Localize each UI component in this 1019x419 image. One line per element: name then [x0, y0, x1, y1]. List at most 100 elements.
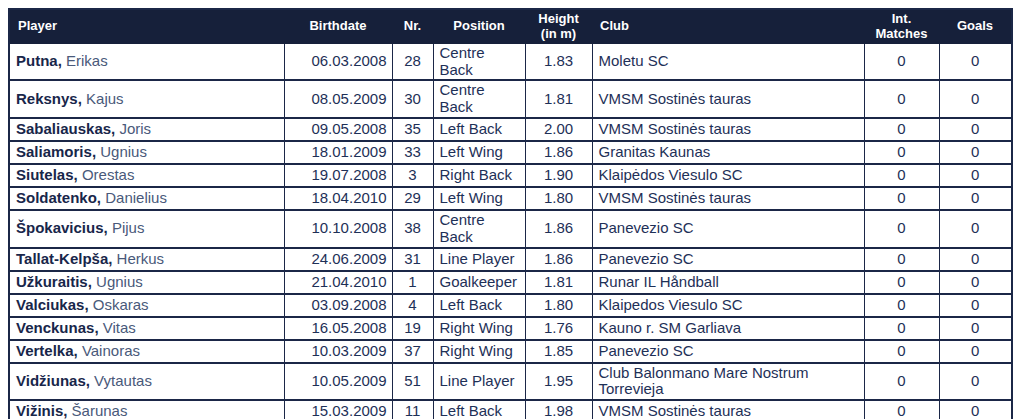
- player-surname: Soldatenko: [16, 189, 97, 206]
- height-cell: 1.81: [525, 271, 592, 294]
- height-cell: 1.95: [525, 363, 592, 401]
- birthdate-cell: 03.09.2008: [284, 294, 392, 317]
- table-row: Saliamoris, Ugnius 18.01.2009 33 Left Wi…: [9, 141, 1012, 164]
- club-cell: Panevezio SC: [592, 210, 864, 248]
- player-surname: Užkuraitis: [16, 273, 88, 290]
- birthdate-cell: 18.04.2010: [284, 187, 392, 210]
- position-cell: Right Wing: [433, 317, 525, 340]
- goals-cell: 0: [939, 271, 1012, 294]
- goals-cell: 0: [939, 164, 1012, 187]
- birthdate-cell: 15.03.2009: [284, 400, 392, 419]
- goals-cell: 0: [939, 340, 1012, 363]
- name-separator: ,: [74, 342, 82, 359]
- shirt-number-cell: 31: [392, 248, 433, 271]
- name-separator: ,: [78, 90, 86, 107]
- club-cell: Panevezio SC: [592, 340, 864, 363]
- table-row: Valciukas, Oskaras 03.09.2008 4 Left Bac…: [9, 294, 1012, 317]
- shirt-number-cell: 28: [392, 44, 433, 81]
- table-row: Špokavicius, Pijus 10.10.2008 38 Centre …: [9, 210, 1012, 248]
- height-cell: 1.90: [525, 164, 592, 187]
- shirt-number-cell: 3: [392, 164, 433, 187]
- birthdate-cell: 24.06.2009: [284, 248, 392, 271]
- player-firstname: Vitas: [103, 319, 136, 336]
- name-separator: ,: [92, 143, 100, 160]
- player-firstname: Vytautas: [94, 372, 152, 389]
- name-separator: ,: [88, 273, 96, 290]
- shirt-number-cell: 51: [392, 363, 433, 401]
- goals-cell: 0: [939, 44, 1012, 81]
- shirt-number-cell: 38: [392, 210, 433, 248]
- height-cell: 1.76: [525, 317, 592, 340]
- club-cell: VMSM Sostinės tauras: [592, 118, 864, 141]
- goals-cell: 0: [939, 210, 1012, 248]
- column-header-player: Player: [9, 9, 284, 44]
- column-header-club: Club: [592, 9, 864, 44]
- position-cell: Left Back: [433, 294, 525, 317]
- int-matches-cell: 0: [864, 164, 939, 187]
- name-separator: ,: [104, 219, 112, 236]
- position-cell: Goalkeeper: [433, 271, 525, 294]
- player-firstname: Vainoras: [82, 342, 140, 359]
- player-surname: Siutelas: [16, 166, 74, 183]
- shirt-number-cell: 1: [392, 271, 433, 294]
- player-name-cell: Vertelka, Vainoras: [9, 340, 284, 363]
- table-body: Putna, Erikas 06.03.2008 28 Centre Back …: [9, 44, 1012, 419]
- height-cell: 1.83: [525, 44, 592, 81]
- table-row: Venckunas, Vitas 16.05.2008 19 Right Win…: [9, 317, 1012, 340]
- int-matches-cell: 0: [864, 118, 939, 141]
- int-matches-cell: 0: [864, 317, 939, 340]
- player-name-cell: Valciukas, Oskaras: [9, 294, 284, 317]
- player-name-cell: Užkuraitis, Ugnius: [9, 271, 284, 294]
- player-firstname: Ugnius: [100, 143, 147, 160]
- player-surname: Vertelka: [16, 342, 74, 359]
- table-row: Reksnys, Kajus 08.05.2009 30 Centre Back…: [9, 80, 1012, 118]
- player-name-cell: Vižinis, Šarunas: [9, 400, 284, 419]
- height-cell: 1.86: [525, 141, 592, 164]
- player-firstname: Šarunas: [72, 402, 128, 419]
- shirt-number-cell: 33: [392, 141, 433, 164]
- club-cell: Klaipėdos Viesulo SC: [592, 164, 864, 187]
- player-surname: Putna: [16, 52, 58, 69]
- position-cell: Centre Back: [433, 80, 525, 118]
- birthdate-cell: 06.03.2008: [284, 44, 392, 81]
- int-matches-cell: 0: [864, 44, 939, 81]
- table-row: Siutelas, Orestas 19.07.2008 3 Right Bac…: [9, 164, 1012, 187]
- position-cell: Right Back: [433, 164, 525, 187]
- player-name-cell: Vidžiunas, Vytautas: [9, 363, 284, 401]
- player-name-cell: Soldatenko, Danielius: [9, 187, 284, 210]
- table-header: Player Birthdate Nr. Position Height (in…: [9, 9, 1012, 44]
- int-matches-cell: 0: [864, 294, 939, 317]
- int-matches-cell: 0: [864, 248, 939, 271]
- club-cell: Granitas Kaunas: [592, 141, 864, 164]
- player-name-cell: Sabaliauskas, Joris: [9, 118, 284, 141]
- int-matches-cell: 0: [864, 141, 939, 164]
- birthdate-cell: 10.05.2009: [284, 363, 392, 401]
- player-name-cell: Saliamoris, Ugnius: [9, 141, 284, 164]
- club-cell: Panevezio SC: [592, 248, 864, 271]
- column-header-nr: Nr.: [392, 9, 433, 44]
- club-cell: VMSM Sostinės tauras: [592, 80, 864, 118]
- player-name-cell: Reksnys, Kajus: [9, 80, 284, 118]
- goals-cell: 0: [939, 248, 1012, 271]
- page: Player Birthdate Nr. Position Height (in…: [0, 0, 1019, 419]
- shirt-number-cell: 35: [392, 118, 433, 141]
- goals-cell: 0: [939, 118, 1012, 141]
- birthdate-cell: 09.05.2008: [284, 118, 392, 141]
- column-header-goals: Goals: [939, 9, 1012, 44]
- player-firstname: Oskaras: [93, 296, 149, 313]
- table-row: Vertelka, Vainoras 10.03.2009 37 Right W…: [9, 340, 1012, 363]
- goals-cell: 0: [939, 141, 1012, 164]
- shirt-number-cell: 11: [392, 400, 433, 419]
- player-surname: Valciukas: [16, 296, 84, 313]
- roster-table-container: Player Birthdate Nr. Position Height (in…: [8, 8, 1013, 419]
- position-cell: Centre Back: [433, 210, 525, 248]
- player-firstname: Pijus: [112, 219, 145, 236]
- player-name-cell: Venckunas, Vitas: [9, 317, 284, 340]
- int-matches-cell: 0: [864, 363, 939, 401]
- club-cell: VMSM Sostinės tauras: [592, 400, 864, 419]
- player-firstname: Ugnius: [96, 273, 143, 290]
- shirt-number-cell: 19: [392, 317, 433, 340]
- club-cell: Kauno r. SM Garliava: [592, 317, 864, 340]
- player-surname: Špokavicius: [16, 219, 104, 236]
- player-firstname: Erikas: [66, 52, 108, 69]
